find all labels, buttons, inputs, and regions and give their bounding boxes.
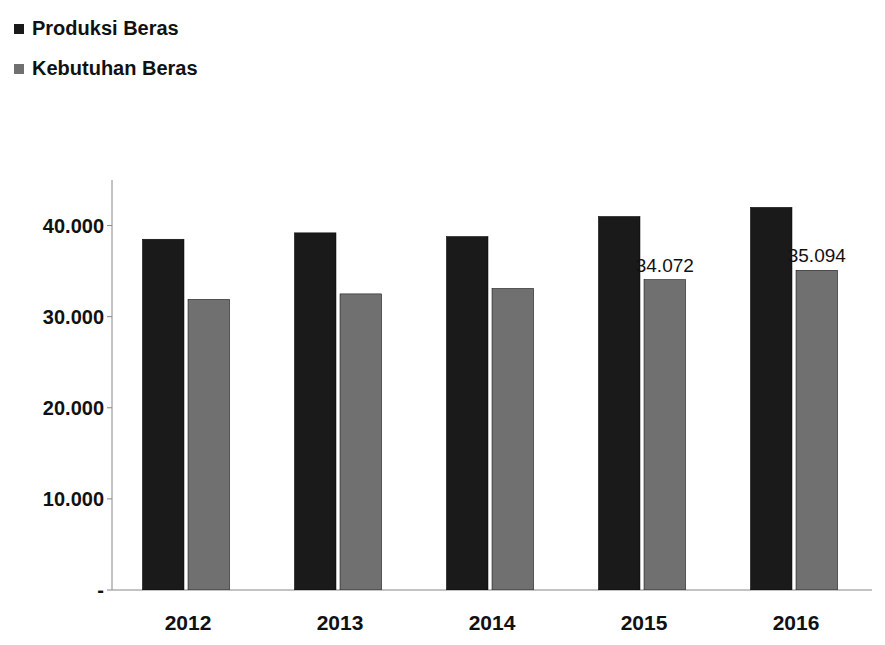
x-tick-label: 2013 xyxy=(317,611,364,634)
y-tick xyxy=(107,498,112,499)
legend-swatch xyxy=(14,64,24,74)
y-tick xyxy=(107,225,112,226)
legend-label: Produksi Beras xyxy=(32,17,179,39)
bar xyxy=(142,239,184,590)
data-label: 34.072 xyxy=(636,255,694,276)
x-tick-label: 2014 xyxy=(469,611,516,634)
bar xyxy=(598,216,640,590)
labels: 2012 2013 2014 2015 34.072 2016 35.094 xyxy=(165,245,847,634)
y-tick-label: - xyxy=(97,579,104,601)
legend-swatch xyxy=(14,24,24,34)
y-tick xyxy=(107,316,112,317)
chart-svg: -10.00020.00030.00040.000201220132014201… xyxy=(0,0,885,645)
bar xyxy=(446,236,488,590)
bar xyxy=(750,207,792,590)
bars xyxy=(142,207,837,590)
x-tick-label: 2012 xyxy=(165,611,212,634)
bar xyxy=(492,288,534,590)
legend-label: Kebutuhan Beras xyxy=(32,57,198,79)
bar xyxy=(340,294,382,590)
y-tick-label: 40.000 xyxy=(43,215,104,237)
bar xyxy=(294,233,336,590)
chart-container: -10.00020.00030.00040.000201220132014201… xyxy=(0,0,885,645)
y-tick xyxy=(107,407,112,408)
y-tick xyxy=(107,590,112,591)
bar xyxy=(796,270,838,590)
y-tick-label: 30.000 xyxy=(43,306,104,328)
y-tick-label: 20.000 xyxy=(43,397,104,419)
bar xyxy=(644,280,686,590)
y-axis-line xyxy=(112,180,113,590)
bar xyxy=(188,299,230,590)
y-tick-label: 10.000 xyxy=(43,488,104,510)
x-tick-label: 2015 xyxy=(621,611,668,634)
data-label: 35.094 xyxy=(788,245,847,266)
x-tick-label: 2016 xyxy=(773,611,820,634)
